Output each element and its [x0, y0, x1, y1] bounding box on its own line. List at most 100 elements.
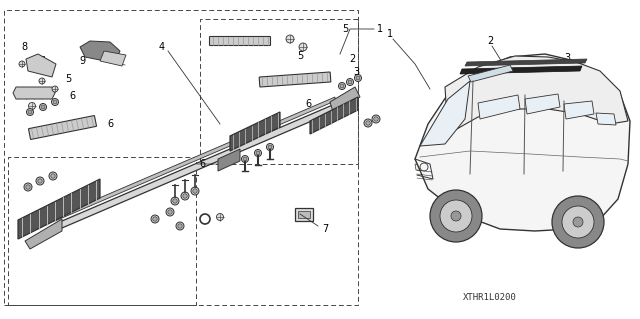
- Polygon shape: [25, 219, 62, 249]
- Polygon shape: [525, 94, 560, 114]
- Circle shape: [372, 115, 380, 123]
- Circle shape: [41, 105, 45, 109]
- Circle shape: [366, 121, 370, 125]
- Text: 8: 8: [21, 42, 27, 52]
- Circle shape: [171, 197, 179, 205]
- Polygon shape: [218, 149, 240, 171]
- Circle shape: [339, 83, 346, 90]
- Circle shape: [39, 78, 45, 84]
- Circle shape: [255, 150, 262, 157]
- Circle shape: [191, 187, 199, 195]
- Circle shape: [53, 100, 57, 104]
- Bar: [8, 157, 196, 305]
- Circle shape: [243, 157, 247, 161]
- Circle shape: [151, 215, 159, 223]
- Circle shape: [29, 102, 35, 109]
- Text: 6: 6: [69, 91, 75, 101]
- Circle shape: [268, 145, 272, 149]
- Circle shape: [26, 185, 30, 189]
- Text: 6: 6: [305, 99, 311, 109]
- Text: 5: 5: [65, 74, 71, 84]
- Polygon shape: [415, 54, 630, 231]
- Polygon shape: [465, 59, 587, 66]
- Text: 2: 2: [349, 54, 355, 64]
- Polygon shape: [80, 41, 120, 63]
- Polygon shape: [460, 66, 582, 74]
- Text: 5: 5: [39, 56, 45, 66]
- Text: 4: 4: [159, 42, 165, 52]
- Circle shape: [28, 110, 32, 114]
- FancyBboxPatch shape: [259, 72, 331, 87]
- Polygon shape: [445, 56, 628, 134]
- Circle shape: [51, 99, 58, 106]
- FancyBboxPatch shape: [29, 115, 97, 139]
- Bar: [200, 19, 358, 164]
- Circle shape: [181, 192, 189, 200]
- Circle shape: [364, 119, 372, 127]
- Text: 2: 2: [487, 36, 493, 46]
- Text: 3: 3: [564, 53, 570, 63]
- Polygon shape: [448, 119, 460, 129]
- Text: 6: 6: [107, 119, 113, 129]
- Circle shape: [355, 75, 362, 81]
- Circle shape: [40, 103, 47, 110]
- Circle shape: [440, 200, 472, 232]
- Polygon shape: [55, 104, 335, 231]
- Bar: [298, 211, 310, 218]
- Circle shape: [36, 177, 44, 185]
- Bar: [4, 10, 358, 305]
- Text: 9: 9: [79, 56, 85, 66]
- Polygon shape: [26, 54, 56, 77]
- Circle shape: [183, 194, 188, 198]
- Polygon shape: [55, 97, 335, 221]
- Circle shape: [299, 43, 307, 51]
- Circle shape: [346, 78, 353, 85]
- Circle shape: [153, 217, 157, 221]
- Polygon shape: [230, 112, 280, 151]
- Polygon shape: [478, 95, 520, 119]
- Circle shape: [430, 190, 482, 242]
- Circle shape: [193, 189, 197, 193]
- Text: 1: 1: [387, 29, 393, 39]
- Polygon shape: [100, 51, 126, 66]
- Circle shape: [52, 86, 58, 92]
- Polygon shape: [596, 113, 616, 125]
- Text: XTHR1L0200: XTHR1L0200: [463, 293, 517, 301]
- Text: 7: 7: [322, 224, 328, 234]
- Circle shape: [266, 144, 273, 151]
- Circle shape: [49, 172, 57, 180]
- Circle shape: [51, 174, 55, 178]
- Polygon shape: [415, 164, 430, 172]
- Text: 5: 5: [342, 24, 348, 34]
- Circle shape: [176, 222, 184, 230]
- Polygon shape: [564, 101, 594, 119]
- Polygon shape: [18, 179, 100, 239]
- Circle shape: [451, 211, 461, 221]
- Text: 3: 3: [353, 67, 359, 77]
- Polygon shape: [420, 81, 470, 146]
- FancyBboxPatch shape: [209, 36, 271, 46]
- Circle shape: [356, 76, 360, 80]
- Circle shape: [241, 155, 248, 162]
- Polygon shape: [330, 87, 360, 112]
- Bar: [295, 208, 313, 221]
- Circle shape: [38, 179, 42, 183]
- Circle shape: [374, 117, 378, 121]
- Text: 5: 5: [297, 51, 303, 61]
- Circle shape: [552, 196, 604, 248]
- Circle shape: [24, 183, 32, 191]
- Text: 6: 6: [199, 159, 205, 169]
- Circle shape: [26, 108, 33, 115]
- Polygon shape: [468, 65, 513, 82]
- Circle shape: [340, 84, 344, 88]
- Circle shape: [166, 208, 174, 216]
- Polygon shape: [310, 97, 358, 134]
- Circle shape: [286, 35, 294, 43]
- Circle shape: [19, 61, 25, 67]
- Circle shape: [178, 224, 182, 228]
- Circle shape: [562, 206, 594, 238]
- Circle shape: [216, 213, 223, 220]
- Polygon shape: [13, 87, 55, 99]
- Text: 1: 1: [377, 24, 383, 34]
- Circle shape: [168, 210, 172, 214]
